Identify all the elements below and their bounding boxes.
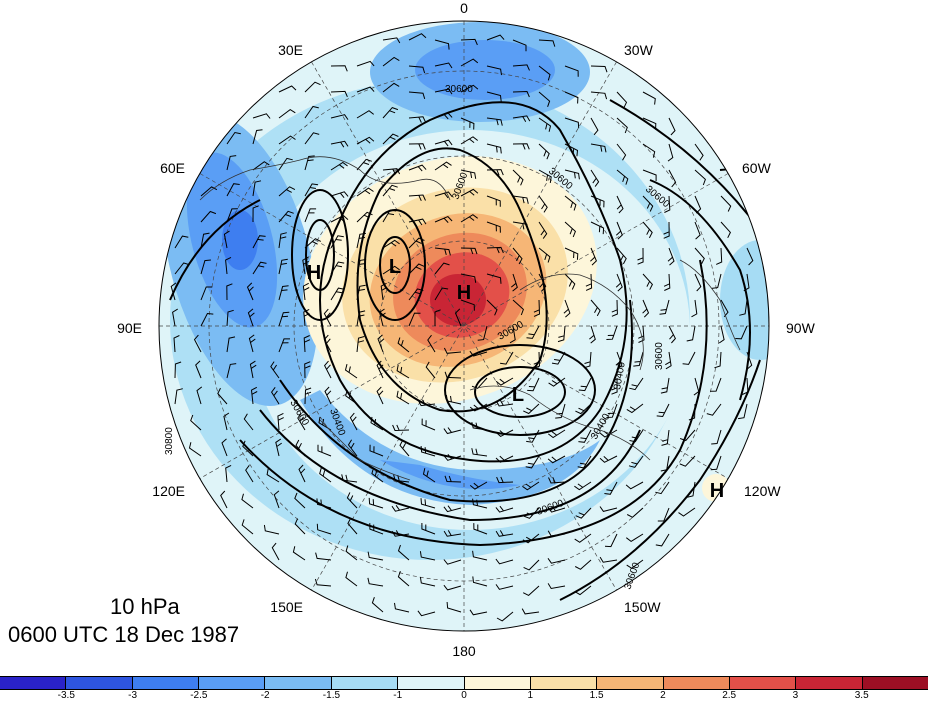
colorbar-tick-label: 3	[792, 690, 799, 701]
colorbar-segment	[597, 677, 664, 689]
colorbar-segment	[530, 677, 598, 689]
colorbar-segment	[66, 677, 133, 689]
height-contours	[169, 99, 769, 601]
anomaly-warm-core	[430, 274, 486, 326]
colorbar-segment	[862, 677, 928, 689]
colorbar-tick-label: -2.5	[190, 690, 208, 701]
colorbar-labels: -3.5 -3 -2.5 -2 -1.5 -1 0 1 1.5 2 2.5 3 3.5	[0, 690, 928, 702]
colorbar-tick-label: 1	[527, 690, 534, 701]
longitude-label-90w: 90W	[786, 320, 815, 336]
colorbar-tick-label: -1.5	[322, 690, 341, 701]
colorbar-segment	[132, 677, 200, 689]
pressure-centers: H H L L H	[307, 256, 724, 502]
valid-time-title: 0600 UTC 18 Dec 1987	[8, 622, 240, 647]
colorbar-segment	[796, 677, 863, 689]
longitude-label-120e: 120E	[152, 483, 185, 499]
colorbar-segment	[729, 677, 797, 689]
longitude-label-60e: 60E	[160, 160, 185, 176]
contour-label: 30400	[612, 361, 628, 391]
colorbar	[0, 676, 928, 690]
pressure-center-low: L	[512, 384, 524, 406]
colorbar-tick-label: 2	[660, 690, 666, 701]
colorbar-tick-label: -3	[128, 690, 138, 701]
contour-label: 30600	[654, 342, 665, 370]
colorbar-tick-label: -2	[260, 690, 270, 701]
pressure-center-high: H	[307, 262, 321, 284]
contour-label: 30800	[164, 427, 175, 455]
pressure-level-title: 10 hPa	[110, 594, 180, 619]
longitude-label-150e: 150E	[270, 599, 303, 615]
colorbar-tick-label: -3.5	[57, 690, 75, 701]
coastlines	[199, 156, 741, 481]
colorbar-segment	[0, 677, 67, 689]
longitude-label-90e: 90E	[117, 320, 142, 336]
contour-label: 30600	[445, 84, 473, 95]
colorbar-tick-label: 2.5	[722, 690, 737, 701]
colorbar-tick-label: 1.5	[589, 690, 604, 701]
pressure-center-low: L	[389, 256, 401, 278]
map-boundary	[158, 20, 770, 632]
colorbar-segment	[331, 677, 399, 689]
longitude-label-30e: 30E	[278, 42, 303, 58]
pressure-center-high: H	[457, 282, 471, 304]
pressure-center-high: H	[710, 480, 724, 502]
colorbar-segment	[199, 677, 266, 689]
wind-barbs	[170, 33, 754, 622]
longitude-label-0: 0	[460, 0, 468, 16]
longitude-label-180: 180	[452, 643, 476, 659]
colorbar-tick-label: 3.5	[854, 690, 869, 701]
longitude-label-60w: 60W	[742, 160, 771, 176]
longitude-label-150w: 150W	[624, 599, 661, 615]
colorbar-tick-label: 0	[461, 690, 467, 701]
colorbar-tick-label: -1	[393, 690, 403, 701]
colorbar-segment	[398, 677, 465, 689]
colorbar-segment	[663, 677, 730, 689]
colorbar-segment	[265, 677, 332, 689]
longitude-label-30w: 30W	[624, 42, 653, 58]
longitude-label-120w: 120W	[744, 483, 781, 499]
colorbar-segment	[464, 677, 531, 689]
